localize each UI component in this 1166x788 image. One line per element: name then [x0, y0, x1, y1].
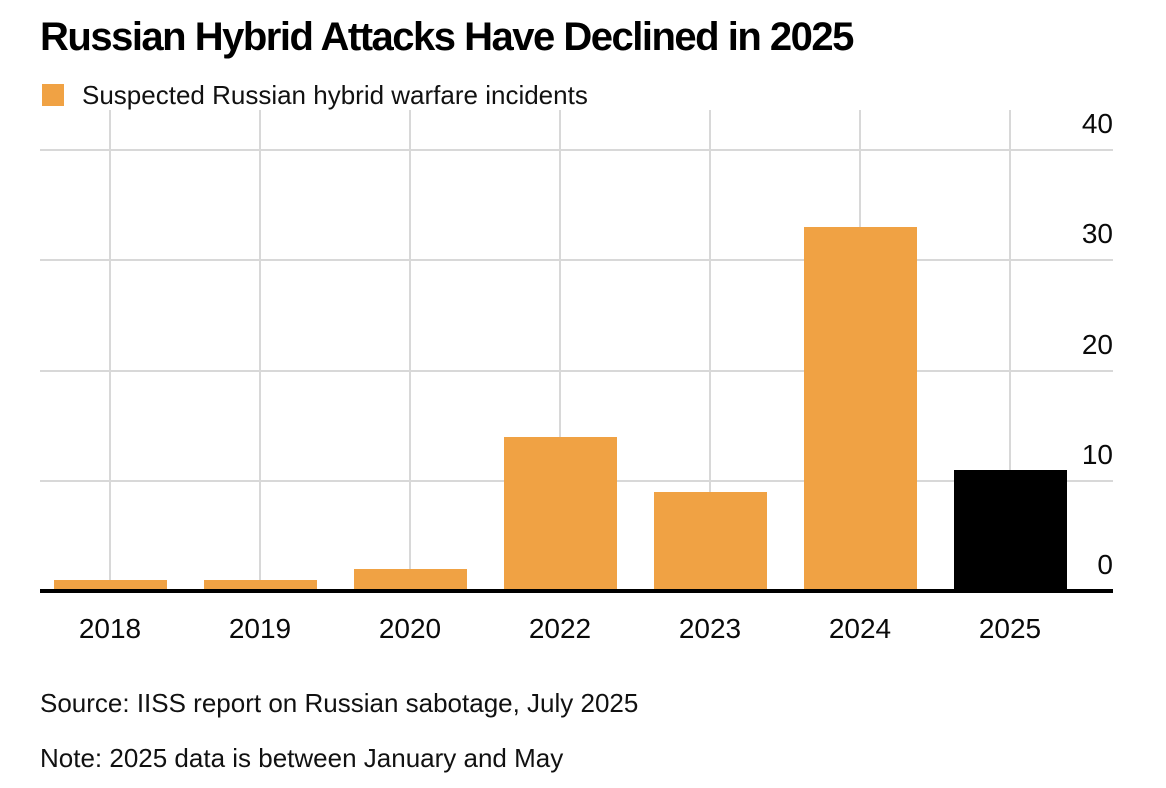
x-axis-label: 2023 — [678, 613, 742, 644]
bar-2024 — [803, 227, 917, 591]
y-axis-label: 10 — [1081, 438, 1113, 470]
x-axis-label: 2019 — [228, 613, 292, 644]
horizontal-gridline — [40, 149, 1113, 151]
legend-label: Suspected Russian hybrid warfare inciden… — [82, 80, 588, 110]
y-axis-label: 0 — [1097, 549, 1113, 580]
bar-2023 — [653, 491, 767, 591]
source-note: Source: IISS report on Russian sabotage,… — [40, 688, 639, 718]
horizontal-gridline — [40, 259, 1113, 262]
vertical-gridline — [559, 110, 561, 589]
legend-swatch-icon — [42, 84, 64, 106]
bar-2018 — [53, 579, 167, 591]
x-axis-label: 2025 — [978, 613, 1042, 644]
vertical-gridline — [709, 110, 711, 589]
chart-title: Russian Hybrid Attacks Have Declined in … — [40, 15, 854, 59]
bar-2019 — [203, 579, 317, 591]
x-axis-label: 2018 — [78, 613, 142, 644]
vertical-gridline — [409, 110, 411, 589]
vertical-gridline — [1009, 110, 1011, 589]
vertical-gridline — [109, 110, 111, 589]
y-axis-label: 40 — [1081, 108, 1113, 139]
bar-2022 — [503, 436, 617, 591]
y-axis-label: 20 — [1081, 328, 1113, 360]
vertical-gridline — [259, 110, 261, 589]
x-axis-label: 2022 — [528, 613, 592, 644]
x-axis-label: 2024 — [828, 613, 892, 644]
x-axis-label: 2020 — [378, 613, 442, 644]
bar-2020 — [353, 568, 467, 591]
horizontal-gridline — [40, 369, 1113, 372]
y-axis-label: 30 — [1081, 218, 1113, 250]
plot-area — [40, 110, 1113, 591]
legend: Suspected Russian hybrid warfare inciden… — [42, 82, 588, 108]
bar-2025 — [953, 469, 1067, 591]
x-axis-baseline — [40, 589, 1113, 593]
footnote: Note: 2025 data is between January and M… — [40, 743, 564, 773]
